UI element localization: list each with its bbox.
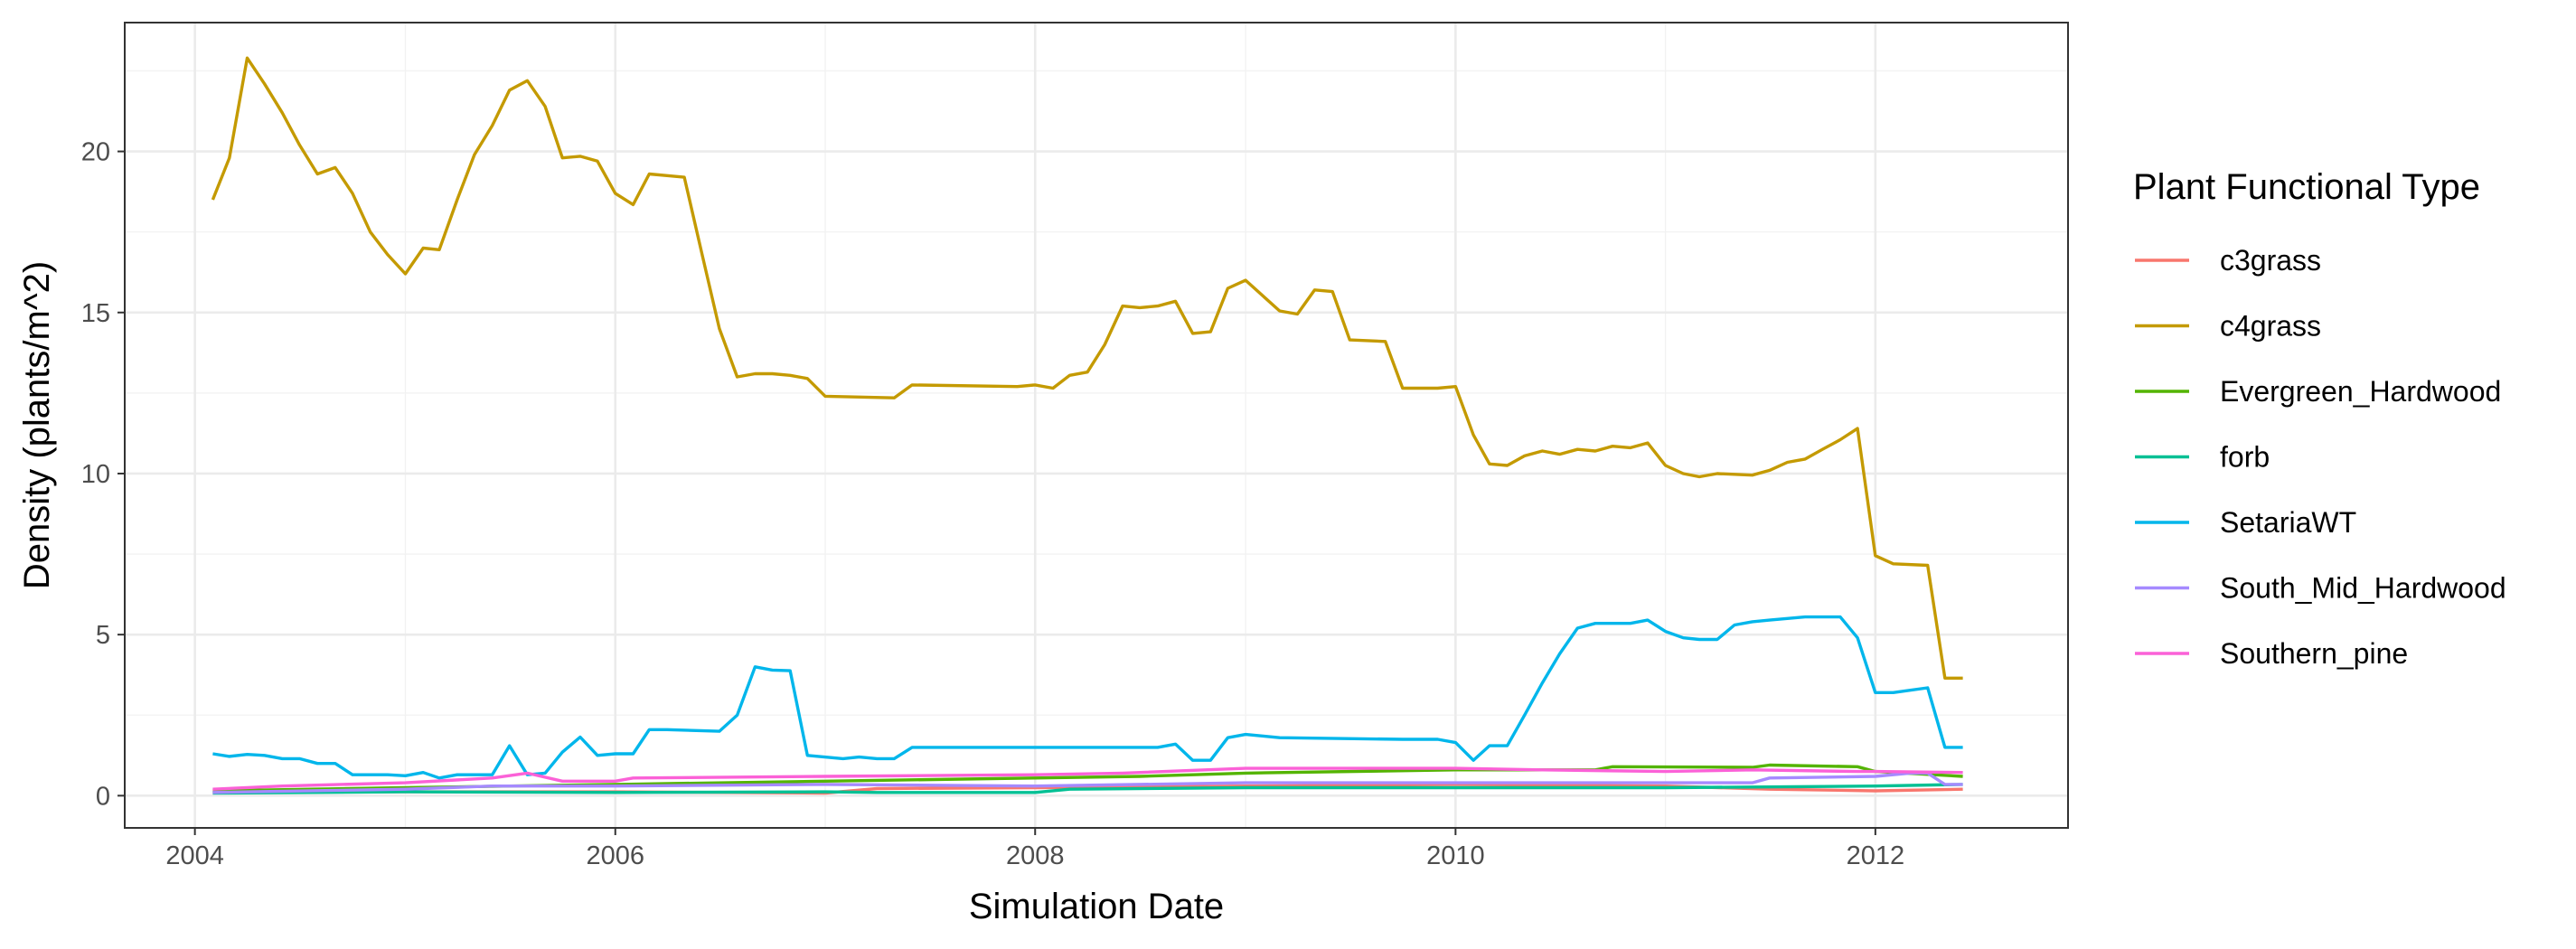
x-tick-label: 2012 xyxy=(1847,841,1905,870)
legend-title: Plant Functional Type xyxy=(2133,167,2480,207)
legend-label-forb: forb xyxy=(2220,441,2270,474)
series-line-c4grass xyxy=(211,56,1963,680)
series-lines xyxy=(211,56,1963,795)
legend-label-setariawt: SetariaWT xyxy=(2220,506,2356,539)
legend-label-evergreen-hardwood: Evergreen_Hardwood xyxy=(2220,375,2501,408)
panel-background xyxy=(125,23,2068,828)
y-axis-title: Density (plants/m^2) xyxy=(17,261,57,589)
y-tick-label: 0 xyxy=(96,782,110,811)
panel-border xyxy=(124,22,2069,829)
y-tick-label: 20 xyxy=(81,138,110,167)
y-tick-label: 5 xyxy=(96,621,110,650)
x-tick-label: 2008 xyxy=(1006,841,1065,870)
legend-label-c4grass: c4grass xyxy=(2220,310,2321,343)
x-axis-title: Simulation Date xyxy=(969,887,1224,926)
legend: Plant Functional Type c3grass c4grass Ever… xyxy=(2133,167,2506,670)
series-line-setariawt xyxy=(212,615,1963,780)
x-tick-label: 2006 xyxy=(586,841,644,870)
axes: 2004 2006 2008 2010 2012 0 5 10 15 20 xyxy=(81,138,1904,870)
legend-label-c3grass: c3grass xyxy=(2220,244,2321,277)
plot-panel xyxy=(125,23,2068,828)
series-line-southern-pine xyxy=(212,766,1963,791)
y-tick-label: 10 xyxy=(81,460,110,489)
series-line-forb xyxy=(212,783,1963,795)
legend-label-southern-pine: Southern_pine xyxy=(2220,637,2408,670)
x-tick-label: 2010 xyxy=(1426,841,1485,870)
legend-label-south-mid-hardwood: South_Mid_Hardwood xyxy=(2220,572,2506,605)
y-tick-label: 15 xyxy=(81,299,110,328)
x-tick-label: 2004 xyxy=(165,841,224,870)
